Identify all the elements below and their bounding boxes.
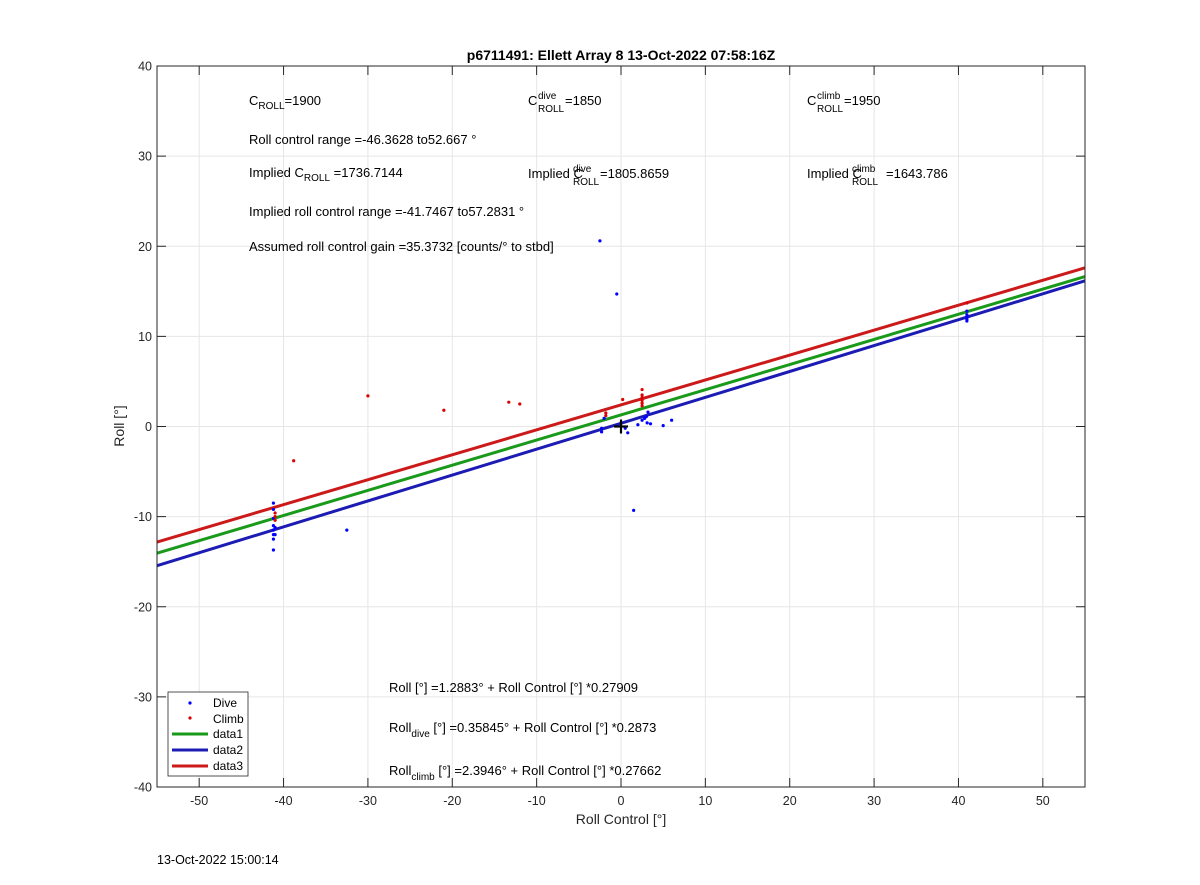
annotation-gain: Assumed roll control gain =35.3732 [coun… [249, 239, 554, 254]
annotation-c-roll-dive: C dive ROLL =1850 [528, 87, 602, 115]
dive-point [271, 507, 276, 512]
dive-point [965, 309, 969, 313]
origin-cross-marker [614, 419, 628, 434]
climb-point [640, 396, 644, 400]
dive-point [602, 416, 606, 420]
x-axis-label: Roll Control [°] [576, 811, 666, 827]
y-tick-label: 10 [138, 330, 152, 344]
y-tick-label: -40 [134, 781, 152, 795]
x-tick-label: 20 [783, 794, 797, 808]
climb-point [640, 387, 644, 392]
annotation-c-roll: CROLL=1900 [249, 93, 321, 112]
climb-point [621, 397, 625, 402]
climb-point [366, 394, 370, 398]
annotation-c-roll-climb: C climb ROLL =1950 [807, 87, 881, 115]
dive-point [644, 414, 648, 419]
climb-point [273, 511, 277, 515]
y-tick-label: -10 [134, 510, 152, 524]
y-axis-label: Roll [°] [111, 405, 127, 446]
climb-point [640, 398, 644, 402]
climb-point [640, 401, 644, 405]
climb-point [965, 301, 969, 305]
dive-point [615, 292, 619, 296]
climb-point [640, 404, 644, 408]
climb-point [507, 400, 511, 404]
dive-point [271, 501, 276, 505]
annotation-implied-c-roll: Implied CROLL =1736.7144 [249, 165, 403, 184]
annotation-roll-range: Roll control range =-46.3628 to52.667 ° [249, 132, 476, 147]
dive-point [273, 533, 277, 537]
annotation-implied-c-roll-climb: Implied C climb ROLL =1643.786 [807, 160, 948, 188]
x-tick-label: 30 [867, 794, 881, 808]
x-tick-label: -10 [528, 794, 546, 808]
dive-point [645, 421, 649, 425]
dive-point [598, 239, 602, 243]
annotation-implied-c-roll-dive: Implied C dive ROLL =1805.8659 [528, 160, 669, 188]
climb-point [604, 414, 608, 418]
y-tick-label: 0 [145, 420, 152, 434]
footer-timestamp: 13-Oct-2022 15:00:14 [157, 853, 279, 867]
equation-climb: Rollclimb [°] =2.3946° + Roll Control [°… [389, 763, 661, 783]
climb-point [640, 393, 644, 397]
fit-line-data3 [157, 266, 1085, 544]
dive-point [345, 528, 349, 532]
y-tick-label: 30 [138, 150, 152, 164]
dive-point [965, 313, 969, 317]
dive-point [599, 430, 604, 434]
x-tick-label: 0 [618, 794, 625, 808]
scatter-points [271, 239, 969, 552]
climb-point [273, 518, 277, 522]
x-tick-label: -20 [443, 794, 461, 808]
dive-point [626, 431, 630, 435]
climb-point [442, 408, 446, 412]
equation-all: Roll [°] =1.2883° + Roll Control [°] *0.… [389, 680, 638, 695]
climb-point [273, 515, 277, 519]
dive-point [271, 528, 276, 532]
y-axis-ticks: -40 -30 -20 -10 0 10 20 30 40 [134, 60, 1085, 795]
dive-point [632, 508, 636, 512]
dive-point [670, 418, 674, 422]
x-tick-label: -30 [359, 794, 377, 808]
climb-point [518, 402, 522, 406]
legend-climb-label: Climb [213, 712, 244, 726]
dive-point [636, 423, 640, 427]
y-tick-label: 20 [138, 240, 152, 254]
legend-dive-marker [188, 701, 192, 705]
dive-point [273, 525, 277, 530]
x-tick-label: 40 [952, 794, 966, 808]
dive-point [271, 537, 276, 541]
fit-line-data1 [157, 275, 1085, 555]
dive-point [965, 317, 969, 321]
climb-point [604, 411, 608, 415]
legend-data1-label: data1 [213, 727, 243, 741]
x-tick-label: 50 [1036, 794, 1050, 808]
legend-data2-label: data2 [213, 743, 243, 757]
legend-dive-label: Dive [213, 696, 237, 710]
y-tick-label: -20 [134, 600, 152, 614]
annotation-implied-range: Implied roll control range =-41.7467 to5… [249, 204, 524, 219]
equation-dive: Rolldive [°] =0.35845° + Roll Control [°… [389, 720, 656, 740]
y-tick-label: -30 [134, 690, 152, 704]
dive-point [646, 410, 650, 414]
chart-title: p6711491: Ellett Array 8 13-Oct-2022 07:… [467, 47, 776, 63]
climb-point [292, 459, 296, 463]
legend: Dive Climb data1 data2 data3 [167, 691, 249, 777]
x-axis-ticks: -50 -40 -30 -20 -10 0 10 20 30 40 50 [190, 66, 1050, 808]
y-tick-label: 40 [138, 60, 152, 74]
x-tick-label: 10 [698, 794, 712, 808]
x-tick-label: -40 [275, 794, 293, 808]
legend-data3-label: data3 [213, 759, 243, 773]
legend-climb-marker [188, 716, 192, 720]
x-tick-label: -50 [190, 794, 208, 808]
dive-point [640, 418, 644, 422]
dive-point [661, 423, 665, 428]
dive-point [648, 422, 653, 426]
dive-point [271, 548, 276, 552]
dive-point [599, 426, 604, 430]
